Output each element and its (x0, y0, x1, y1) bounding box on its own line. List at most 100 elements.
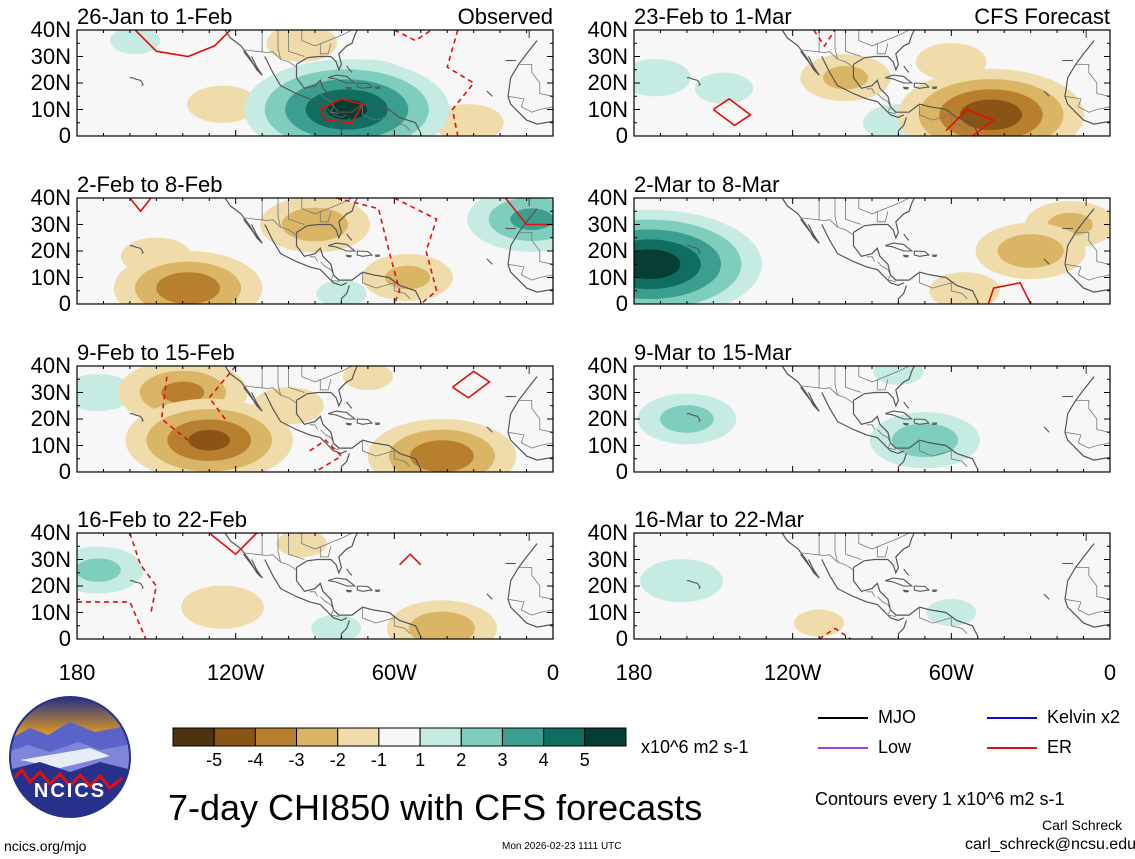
er-contour-negative (336, 198, 401, 304)
er-contours (77, 533, 422, 639)
colorbar-tick-label: 4 (538, 750, 549, 770)
y-tick-label: 40N (30, 353, 71, 378)
border (876, 211, 889, 223)
y-tick-label: 40N (587, 185, 628, 210)
map-outline (686, 533, 1110, 639)
island (356, 250, 374, 257)
border (288, 366, 305, 393)
ncics-logo: NCICS (9, 696, 131, 818)
er-contour-negative (813, 30, 836, 48)
colorbar-tick-label: 2 (456, 750, 467, 770)
island (374, 254, 381, 257)
anomaly-blob (822, 65, 869, 90)
colorbar-tick-label: -4 (247, 750, 264, 770)
colorbar-swatch (172, 727, 215, 747)
border (876, 379, 889, 391)
map-panel (76, 197, 554, 305)
anomaly-blob (77, 373, 134, 412)
border (919, 272, 968, 299)
island (913, 418, 931, 425)
map-panel (76, 532, 554, 640)
island (931, 254, 938, 257)
coastline (852, 232, 979, 302)
island (328, 577, 357, 587)
colorbar-swatch (460, 727, 503, 747)
website-link[interactable]: ncics.org/mjo (4, 838, 87, 854)
map-panel (633, 532, 1111, 640)
anomaly-blob (188, 429, 231, 451)
x-tick-label: 180 (615, 660, 653, 685)
y-tick-label: 10N (30, 432, 71, 458)
colorbar-swatch (213, 727, 256, 747)
y-tick-label: 20N (30, 406, 71, 431)
border (845, 366, 862, 393)
colorbar-tick-label: 5 (579, 750, 590, 770)
border (1075, 399, 1110, 433)
coastline (781, 366, 820, 412)
border (858, 533, 910, 550)
island (903, 233, 910, 241)
colorbar-tick-label: -2 (329, 750, 346, 770)
island (686, 77, 701, 87)
island (903, 568, 910, 576)
coastline (243, 553, 263, 579)
panels-layer (76, 29, 1111, 640)
coastline (296, 533, 358, 575)
er-contour-positive (504, 198, 553, 226)
island (686, 580, 701, 589)
coastline (507, 543, 553, 628)
anomaly-blob (110, 30, 161, 55)
x-tick-label: 120W (763, 660, 822, 685)
border (320, 429, 339, 450)
coastline (853, 533, 915, 575)
colorbar-swatch (419, 727, 462, 747)
y-tick-label: 0 (615, 291, 628, 316)
coastline (1064, 543, 1110, 628)
panel-title: 2-Mar to 8-Mar (634, 172, 780, 197)
colorbar-tick-label: -3 (288, 750, 305, 770)
coastline (800, 386, 820, 412)
er-contour-positive (399, 553, 422, 566)
author-email[interactable]: carl_schreck@ncsu.edu (965, 836, 1135, 853)
border (507, 95, 553, 113)
coastline (1085, 533, 1089, 541)
axis-ticks (633, 29, 1111, 137)
border (301, 366, 353, 383)
coastline (800, 50, 820, 76)
x-tick-label: 60W (371, 660, 417, 685)
y-tick-label: 20N (30, 573, 71, 598)
y-tick-label: 30N (30, 379, 71, 405)
x-tick-label: 180 (58, 660, 96, 685)
colorbar-units: x10^6 m2 s-1 (641, 737, 749, 757)
coastline (243, 386, 263, 412)
y-tick-label: 20N (587, 70, 628, 95)
anomaly-blob (342, 366, 393, 391)
anomaly-blob (873, 366, 924, 385)
coastline (243, 50, 263, 76)
border (301, 533, 353, 550)
er-contour-negative (393, 30, 432, 42)
er-contours (134, 30, 475, 136)
colorbar-tick-label: 1 (415, 750, 426, 770)
coastline (528, 30, 532, 38)
coastline (295, 64, 422, 134)
er-contour-positive (987, 281, 1032, 304)
x-tick-label: 60W (928, 660, 974, 685)
y-tick-label: 0 (58, 123, 71, 148)
anomaly-blob (316, 279, 367, 304)
y-tick-label: 30N (30, 546, 71, 572)
coastline (821, 559, 904, 622)
border (320, 261, 339, 282)
island (913, 585, 931, 592)
er-contours (712, 30, 996, 136)
border (919, 607, 968, 634)
y-tick-label: 0 (615, 459, 628, 484)
y-tick-label: 0 (58, 291, 71, 316)
border (309, 256, 318, 262)
border (866, 88, 875, 94)
border (858, 30, 910, 47)
border (277, 30, 281, 60)
colorbar-swatch (296, 727, 339, 747)
border (319, 379, 332, 391)
island (931, 589, 938, 592)
